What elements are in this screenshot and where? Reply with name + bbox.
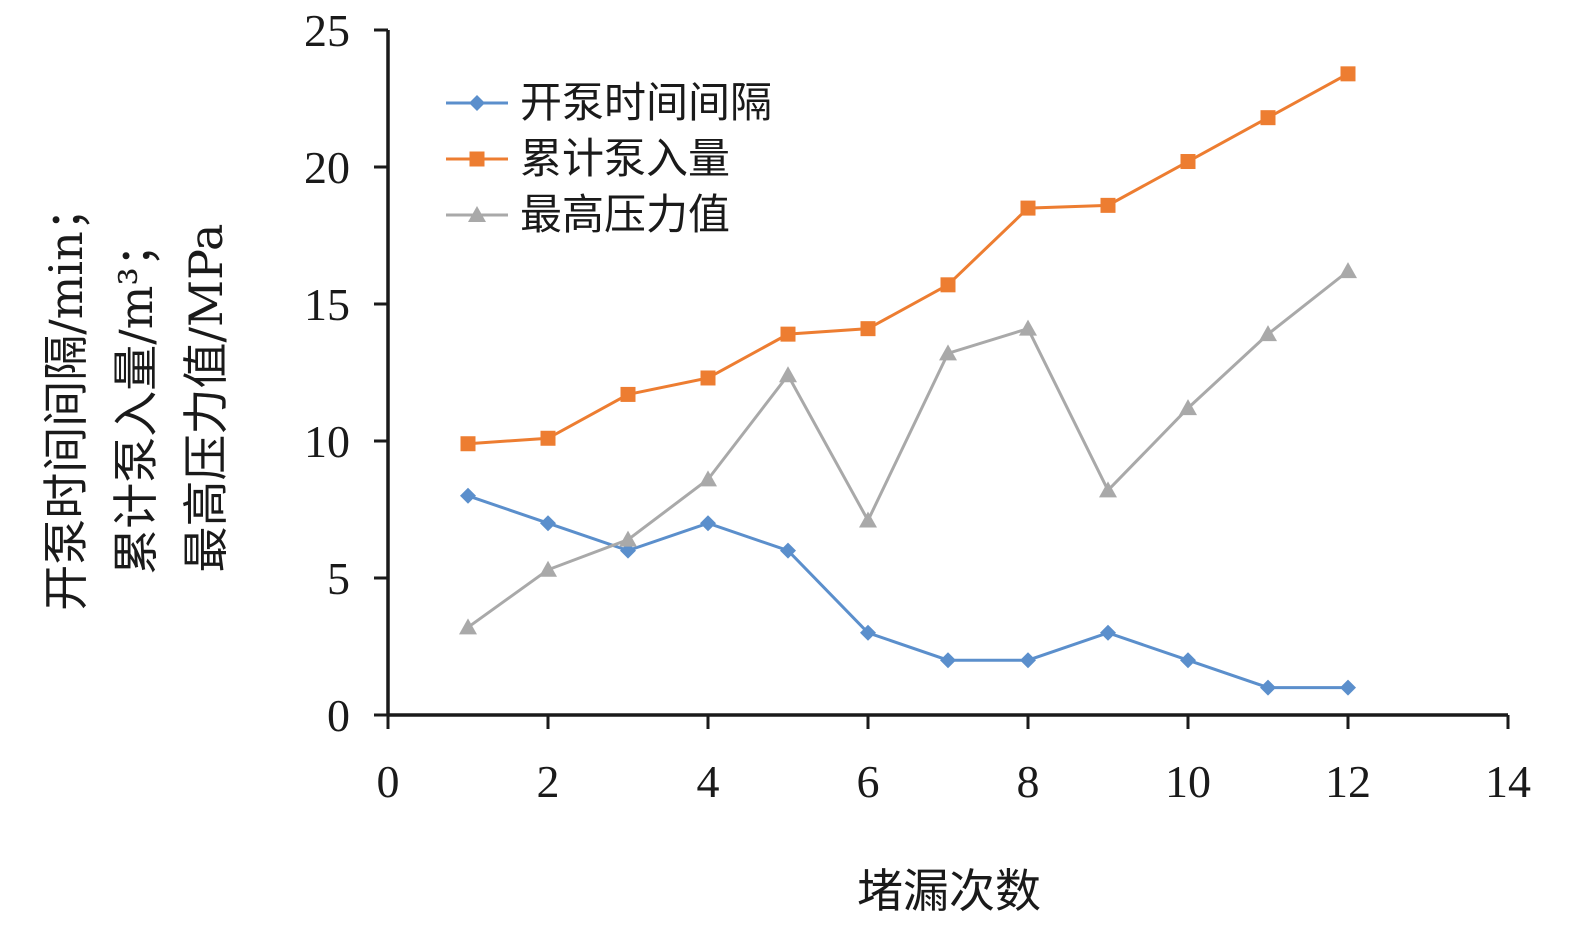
data-point-triangle — [468, 206, 486, 222]
data-point-triangle — [1019, 319, 1037, 336]
data-point-triangle — [539, 560, 557, 577]
data-point-triangle — [619, 530, 637, 547]
x-tick-label: 2 — [537, 756, 560, 807]
y-axis-title-line: 累计泵入量/m³； — [109, 221, 163, 575]
data-point-square — [1340, 66, 1356, 82]
x-tick-label: 14 — [1485, 756, 1531, 807]
x-axis-title: 堵漏次数 — [857, 864, 1041, 918]
y-tick-label: 25 — [304, 5, 350, 56]
data-point-square — [860, 321, 876, 337]
data-point-triangle — [459, 618, 477, 635]
x-tick-label: 10 — [1165, 756, 1211, 807]
series-2 — [460, 66, 1356, 452]
data-point-triangle — [699, 470, 717, 487]
series-line — [467, 72, 1349, 446]
data-point-diamond — [700, 515, 716, 532]
x-tick-label: 8 — [1017, 756, 1040, 807]
y-tick-label: 5 — [327, 553, 350, 604]
data-point-diamond — [1100, 624, 1116, 641]
y-tick-label: 20 — [304, 142, 350, 193]
axes: 0 5 10 15 20 25 0 2 4 6 8 10 12 14 — [304, 5, 1531, 807]
series-line — [467, 269, 1349, 629]
data-point-square — [1020, 200, 1036, 216]
legend-item: 最高压力值 — [446, 190, 730, 239]
data-point-triangle — [1339, 262, 1357, 279]
y-tick-label: 0 — [327, 690, 350, 741]
series-3 — [459, 262, 1357, 635]
x-tick-label: 6 — [857, 756, 880, 807]
data-point-diamond — [540, 515, 556, 532]
data-point-diamond — [940, 652, 956, 669]
data-point-square — [700, 370, 716, 386]
y-axis-title-line: 最高压力值/MPa — [179, 224, 233, 573]
data-point-square — [1100, 197, 1116, 213]
y-tick-label: 15 — [304, 279, 350, 330]
series-line — [467, 494, 1348, 690]
data-point-triangle — [939, 344, 957, 361]
y-axis-title-line: 开泵时间间隔/min； — [39, 185, 93, 610]
legend-label: 累计泵入量 — [520, 134, 730, 183]
data-point-triangle — [1099, 481, 1117, 498]
y-tick-label: 10 — [304, 416, 350, 467]
x-tick-label: 0 — [377, 756, 400, 807]
data-point-triangle — [779, 366, 797, 383]
data-point-square — [620, 386, 636, 402]
legend-item: 开泵时间间隔 — [446, 78, 772, 127]
legend-label: 开泵时间间隔 — [520, 78, 772, 127]
x-tick-label: 12 — [1325, 756, 1371, 807]
data-point-triangle — [859, 511, 877, 528]
series-layer — [459, 66, 1357, 696]
data-point-square — [1260, 110, 1276, 126]
data-point-diamond — [1180, 652, 1196, 669]
data-point-diamond — [469, 95, 485, 111]
series-1 — [460, 487, 1356, 696]
legend-label: 最高压力值 — [520, 190, 730, 239]
data-point-diamond — [780, 542, 796, 559]
data-point-triangle — [1179, 399, 1197, 416]
legend-item: 累计泵入量 — [446, 134, 730, 183]
data-point-square — [469, 151, 485, 167]
data-point-diamond — [1020, 652, 1036, 669]
data-point-square — [940, 277, 956, 293]
data-point-square — [460, 436, 476, 452]
data-point-diamond — [860, 624, 876, 641]
data-point-triangle — [1259, 325, 1277, 342]
x-tick-label: 4 — [697, 756, 720, 807]
data-point-square — [780, 326, 796, 342]
data-point-diamond — [1260, 679, 1276, 696]
data-point-square — [540, 430, 556, 446]
data-point-diamond — [1340, 679, 1356, 696]
y-axis-title: 开泵时间间隔/min； 累计泵入量/m³； 最高压力值/MPa — [39, 185, 233, 610]
data-point-diamond — [460, 487, 476, 504]
data-point-square — [1180, 154, 1196, 170]
